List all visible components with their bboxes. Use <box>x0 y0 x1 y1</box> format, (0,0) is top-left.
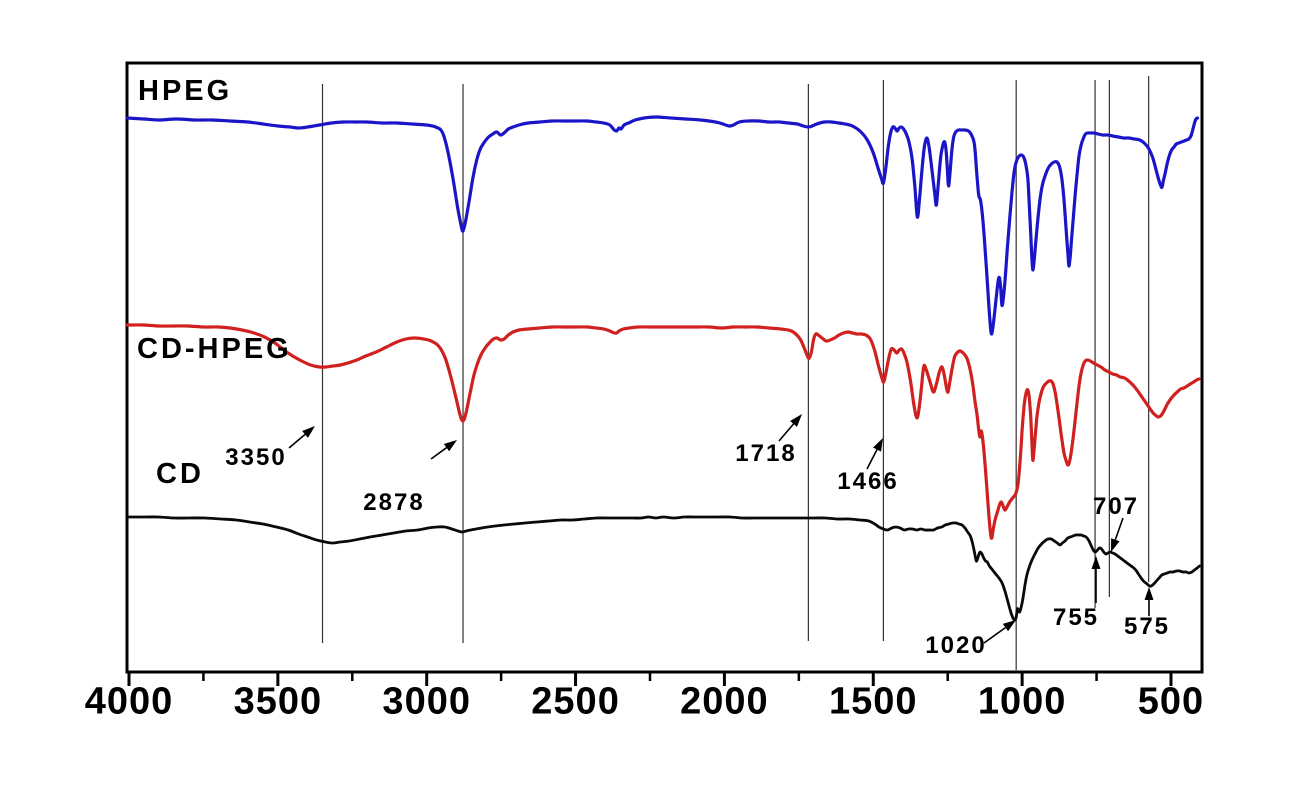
series-label-cd: CD <box>156 458 204 490</box>
spectrum-curve-cd-hpeg <box>125 323 1201 540</box>
annotation-arrow-1718-head <box>790 414 802 427</box>
spectrum-curve-cd <box>126 515 1201 622</box>
band-label-2878: 2878 <box>363 489 425 516</box>
annotation-arrow-2878-head <box>443 440 457 452</box>
annotation-arrow-1020-shaft <box>983 626 1006 644</box>
x-tick-label-500: 500 <box>1137 680 1205 723</box>
band-label-1020: 1020 <box>925 632 987 659</box>
band-label-1718: 1718 <box>735 440 797 467</box>
annotation-arrow-1718-shaft <box>778 423 795 442</box>
annotation-arrow-3350-head <box>302 426 315 438</box>
x-tick-label-3000: 3000 <box>382 680 471 723</box>
x-tick-label-2000: 2000 <box>680 680 769 723</box>
annotation-arrow-707-head <box>1111 538 1120 552</box>
annotation-arrow-707-shaft <box>1114 517 1124 541</box>
band-label-1466: 1466 <box>837 468 899 495</box>
annotation-arrow-1020-head <box>1002 620 1016 632</box>
band-label-707: 707 <box>1092 493 1140 520</box>
spectrum-curve-hpeg <box>125 115 1200 336</box>
plot-border <box>125 61 1204 674</box>
annotation-arrow-3350-shaft <box>288 433 306 449</box>
x-tick-label-4000: 4000 <box>84 680 174 723</box>
band-label-3350: 3350 <box>225 444 287 471</box>
x-tick-label-1500: 1500 <box>828 680 918 723</box>
x-tick-label-1000: 1000 <box>977 680 1067 723</box>
series-label-hpeg: HPEG <box>138 75 233 107</box>
x-tick-label-3500: 3500 <box>233 680 323 723</box>
band-label-575: 575 <box>1123 613 1171 640</box>
annotation-arrow-575-head <box>1144 587 1154 600</box>
annotation-arrow-1466-head <box>873 438 883 452</box>
annotation-arrow-755-head <box>1091 556 1101 569</box>
annotation-arrow-2878-shaft <box>430 447 447 460</box>
annotation-arrow-1466-shaft <box>866 449 878 470</box>
band-label-755: 755 <box>1052 604 1100 631</box>
x-tick-label-2500: 2500 <box>531 680 620 723</box>
series-label-cd-hpeg: CD-HPEG <box>137 333 292 365</box>
